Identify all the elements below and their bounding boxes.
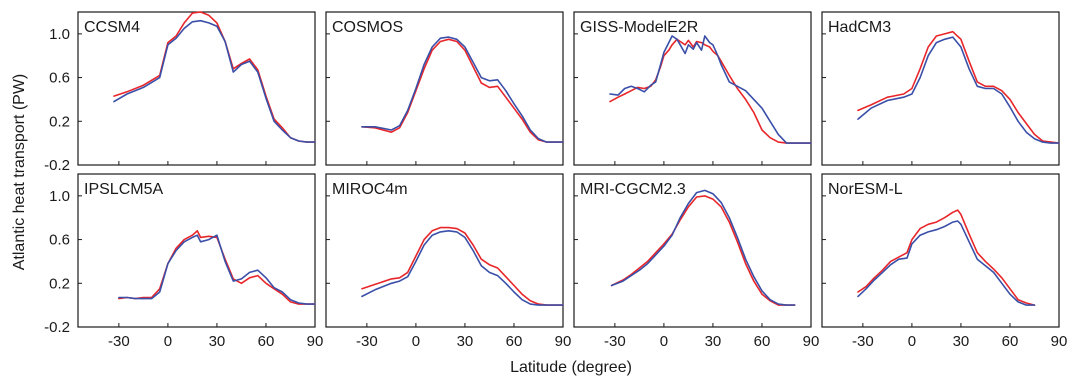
x-tick-label: 90 — [307, 333, 324, 350]
panel-frame — [77, 173, 316, 328]
y-tick-label: -0.2 — [44, 319, 70, 336]
panel-2: COSMOS — [325, 11, 564, 166]
panels-layer: CCSM4 -0.2 0.2 0.6 1.0 COSMOS GISS-ModelE2R Had… — [44, 11, 1068, 350]
x-tick-label: 0 — [412, 333, 420, 350]
panel-frame — [821, 173, 1060, 328]
series-line-blue — [361, 36, 564, 143]
series-line-red — [857, 209, 1036, 306]
series-line-red — [361, 226, 564, 306]
y-tick-label: 0.2 — [49, 113, 70, 130]
x-tick-label: -30 — [356, 333, 378, 350]
series-line-blue — [113, 19, 316, 143]
y-tick-label: -0.2 — [44, 157, 70, 174]
panel-8: NorESM-L -30 0 30 60 90 — [821, 173, 1068, 350]
x-tick-label: 90 — [803, 333, 820, 350]
y-tick-label: 0.6 — [49, 70, 70, 87]
panel-frame — [325, 11, 564, 166]
panel-frame — [573, 11, 812, 166]
series-line-blue — [857, 36, 1060, 144]
y-tick-label: 1.0 — [49, 26, 70, 43]
x-tick-label: 60 — [506, 333, 523, 350]
panel-4: HadCM3 — [821, 11, 1060, 166]
y-tick-label: 0.2 — [49, 275, 70, 292]
panel-title: COSMOS — [332, 19, 403, 36]
panel-3: GISS-ModelE2R — [573, 11, 812, 166]
panel-5: IPSLCM5A -30 0 30 60 90 -0.2 0.2 0.6 1.0 — [44, 173, 324, 350]
series-line-red — [610, 195, 796, 306]
x-tick-label: 60 — [1002, 333, 1019, 350]
x-tick-label: 0 — [908, 333, 916, 350]
y-tick-label: 0.6 — [49, 232, 70, 249]
series-line-blue — [610, 189, 796, 306]
series-line-blue — [609, 35, 812, 144]
panel-title: NorESM-L — [828, 181, 903, 198]
panel-title: HadCM3 — [828, 19, 891, 36]
x-tick-label: -30 — [852, 333, 874, 350]
x-tick-label: 90 — [1051, 333, 1068, 350]
x-tick-label: 0 — [660, 333, 668, 350]
series-line-red — [857, 30, 1060, 144]
x-tick-label: 30 — [209, 333, 226, 350]
series-line-blue — [361, 230, 564, 306]
x-tick-label: -30 — [108, 333, 130, 350]
panel-frame — [573, 173, 812, 328]
series-line-red — [609, 38, 812, 144]
panel-title: IPSLCM5A — [84, 181, 163, 198]
x-tick-label: 30 — [705, 333, 722, 350]
y-axis-label: Atlantic heat transport (PW) — [11, 74, 28, 271]
panel-title: CCSM4 — [84, 19, 140, 36]
series-line-blue — [857, 220, 1036, 306]
series-line-blue — [118, 234, 316, 305]
x-tick-label: 30 — [953, 333, 970, 350]
panel-6: MIROC4m -30 0 30 60 90 — [325, 173, 572, 350]
panel-title: MRI-CGCM2.3 — [580, 181, 686, 198]
y-tick-label: 1.0 — [49, 188, 70, 205]
series-line-red — [361, 38, 564, 143]
x-tick-label: -30 — [604, 333, 626, 350]
panel-frame — [821, 11, 1060, 166]
x-tick-label: 0 — [164, 333, 172, 350]
panel-title: MIROC4m — [332, 181, 408, 198]
x-tick-label: 90 — [555, 333, 572, 350]
panel-7: MRI-CGCM2.3 -30 0 30 60 90 — [573, 173, 820, 350]
series-line-red — [113, 11, 316, 143]
x-tick-label: 60 — [258, 333, 275, 350]
x-tick-label: 30 — [457, 333, 474, 350]
series-line-red — [118, 230, 316, 305]
panel-title: GISS-ModelE2R — [580, 19, 698, 36]
x-axis-label: Latitude (degree) — [510, 359, 632, 376]
panel-frame — [325, 173, 564, 328]
panel-1: CCSM4 -0.2 0.2 0.6 1.0 — [44, 11, 316, 174]
x-tick-label: 60 — [754, 333, 771, 350]
